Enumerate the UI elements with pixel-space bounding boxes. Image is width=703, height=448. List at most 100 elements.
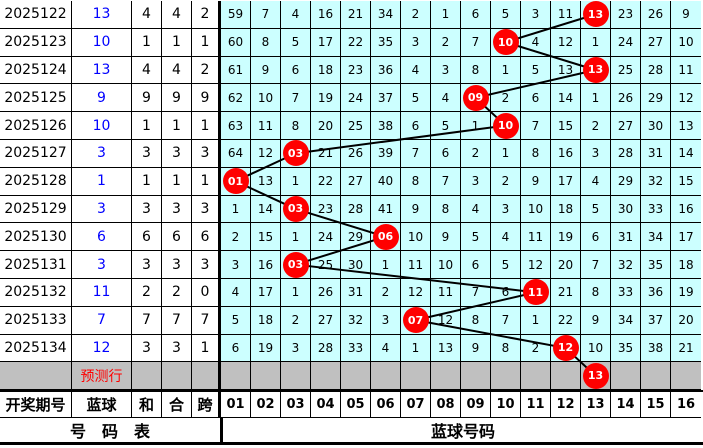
span-cell: 7 xyxy=(192,306,221,335)
omission-cell: 03 xyxy=(281,139,311,168)
omission-cell: 31 xyxy=(341,278,371,307)
header-number: 07 xyxy=(401,392,431,418)
omission-cell: 3 xyxy=(491,195,521,224)
omission-cell: 16 xyxy=(551,139,581,168)
omission-cell: 15 xyxy=(671,167,701,196)
omission-cell: 3 xyxy=(431,56,461,85)
predicted-ball: 13 xyxy=(582,362,609,389)
header-number: 04 xyxy=(311,392,341,418)
table-row: 2025130 6 6 6 6 2 15 1 24 29 06 10 9 5 4 11 19 6 31 34 17 xyxy=(0,223,703,252)
prediction-cell xyxy=(281,362,311,391)
table-row: 2025134 12 3 3 1 6 19 3 28 33 4 1 13 9 8 2 12 10 35 38 21 xyxy=(0,334,703,363)
omission-cell: 10 xyxy=(251,84,281,113)
period-cell: 2025124 xyxy=(0,56,72,85)
span-cell: 1 xyxy=(192,167,221,196)
omission-cell: 15 xyxy=(251,223,281,252)
omission-cell: 4 xyxy=(281,1,311,29)
omission-cell: 7 xyxy=(461,278,491,307)
hit-ball: 09 xyxy=(462,84,489,111)
omission-cell: 1 xyxy=(521,306,551,335)
omission-cell: 10 xyxy=(521,195,551,224)
header-number: 15 xyxy=(641,392,671,418)
omission-cell: 11 xyxy=(521,223,551,252)
period-cell: 2025134 xyxy=(0,334,72,363)
omission-cell: 22 xyxy=(311,167,341,196)
omission-cell: 34 xyxy=(611,306,641,335)
omission-cell: 07 xyxy=(401,306,431,335)
omission-cell: 7 xyxy=(461,28,491,57)
table-row: 2025125 9 9 9 9 62 10 7 19 24 37 5 4 09 2 6 14 1 26 29 12 xyxy=(0,84,703,113)
omission-cell: 9 xyxy=(401,195,431,224)
span-cell: 2 xyxy=(192,56,221,85)
omission-cell: 35 xyxy=(611,334,641,363)
omission-cell: 2 xyxy=(401,1,431,29)
omission-cell: 16 xyxy=(251,251,281,279)
prediction-cell xyxy=(251,362,281,391)
omission-cell: 6 xyxy=(221,334,251,363)
omission-cell: 4 xyxy=(371,334,401,363)
sum-cell: 1 xyxy=(132,28,162,57)
omission-cell: 24 xyxy=(341,84,371,113)
span-cell: 3 xyxy=(192,139,221,168)
he-cell: 1 xyxy=(162,112,192,140)
omission-cell: 4 xyxy=(461,195,491,224)
omission-cell: 12 xyxy=(401,278,431,307)
omission-cell: 12 xyxy=(671,84,701,113)
omission-cell: 11 xyxy=(671,56,701,85)
omission-cell: 60 xyxy=(221,28,251,57)
sum-cell: 6 xyxy=(132,223,162,252)
he-cell: 4 xyxy=(162,1,192,29)
he-cell: 2 xyxy=(162,278,192,307)
prediction-cell xyxy=(371,362,401,391)
omission-cell: 10 xyxy=(431,251,461,279)
omission-cell: 3 xyxy=(371,306,401,335)
omission-cell: 29 xyxy=(641,84,671,113)
he-cell: 9 xyxy=(162,84,192,113)
omission-cell: 26 xyxy=(641,1,671,29)
hit-ball: 03 xyxy=(282,251,309,278)
omission-cell: 14 xyxy=(251,195,281,224)
omission-cell: 1 xyxy=(581,28,611,57)
omission-cell: 21 xyxy=(311,139,341,168)
he-cell: 4 xyxy=(162,56,192,85)
omission-cell: 32 xyxy=(611,251,641,279)
header-number: 05 xyxy=(341,392,371,418)
omission-cell: 17 xyxy=(671,223,701,252)
omission-cell: 8 xyxy=(491,334,521,363)
omission-cell: 3 xyxy=(281,334,311,363)
omission-cell: 9 xyxy=(251,56,281,85)
omission-cell: 19 xyxy=(311,84,341,113)
omission-cell: 6 xyxy=(461,251,491,279)
hit-ball: 07 xyxy=(402,307,429,334)
omission-cell: 23 xyxy=(311,195,341,224)
omission-cell: 8 xyxy=(281,112,311,140)
sum-cell: 3 xyxy=(132,251,162,279)
omission-cell: 6 xyxy=(461,1,491,29)
prediction-cell xyxy=(221,362,251,391)
prediction-cell xyxy=(401,362,431,391)
omission-cell: 19 xyxy=(551,223,581,252)
omission-cell: 8 xyxy=(521,139,551,168)
omission-cell: 28 xyxy=(641,56,671,85)
omission-cell: 4 xyxy=(521,28,551,57)
omission-cell: 2 xyxy=(461,139,491,168)
omission-cell: 31 xyxy=(641,139,671,168)
omission-cell: 33 xyxy=(641,195,671,224)
omission-cell: 9 xyxy=(671,1,701,29)
omission-cell: 5 xyxy=(461,223,491,252)
omission-cell: 8 xyxy=(251,28,281,57)
omission-cell: 23 xyxy=(611,1,641,29)
omission-cell: 26 xyxy=(611,84,641,113)
header-number: 11 xyxy=(521,392,551,418)
omission-cell: 2 xyxy=(431,28,461,57)
span-cell: 3 xyxy=(192,195,221,224)
period-cell: 2025125 xyxy=(0,84,72,113)
he-cell: 1 xyxy=(162,28,192,57)
blue-ball-cell: 3 xyxy=(72,139,132,168)
omission-cell: 62 xyxy=(221,84,251,113)
omission-cell: 61 xyxy=(221,56,251,85)
omission-cell: 21 xyxy=(671,334,701,363)
omission-cell: 25 xyxy=(341,112,371,140)
omission-cell: 27 xyxy=(611,112,641,140)
table-row: 2025132 11 2 2 0 4 17 1 26 31 2 12 11 7 6 11 21 8 33 36 19 xyxy=(0,278,703,307)
